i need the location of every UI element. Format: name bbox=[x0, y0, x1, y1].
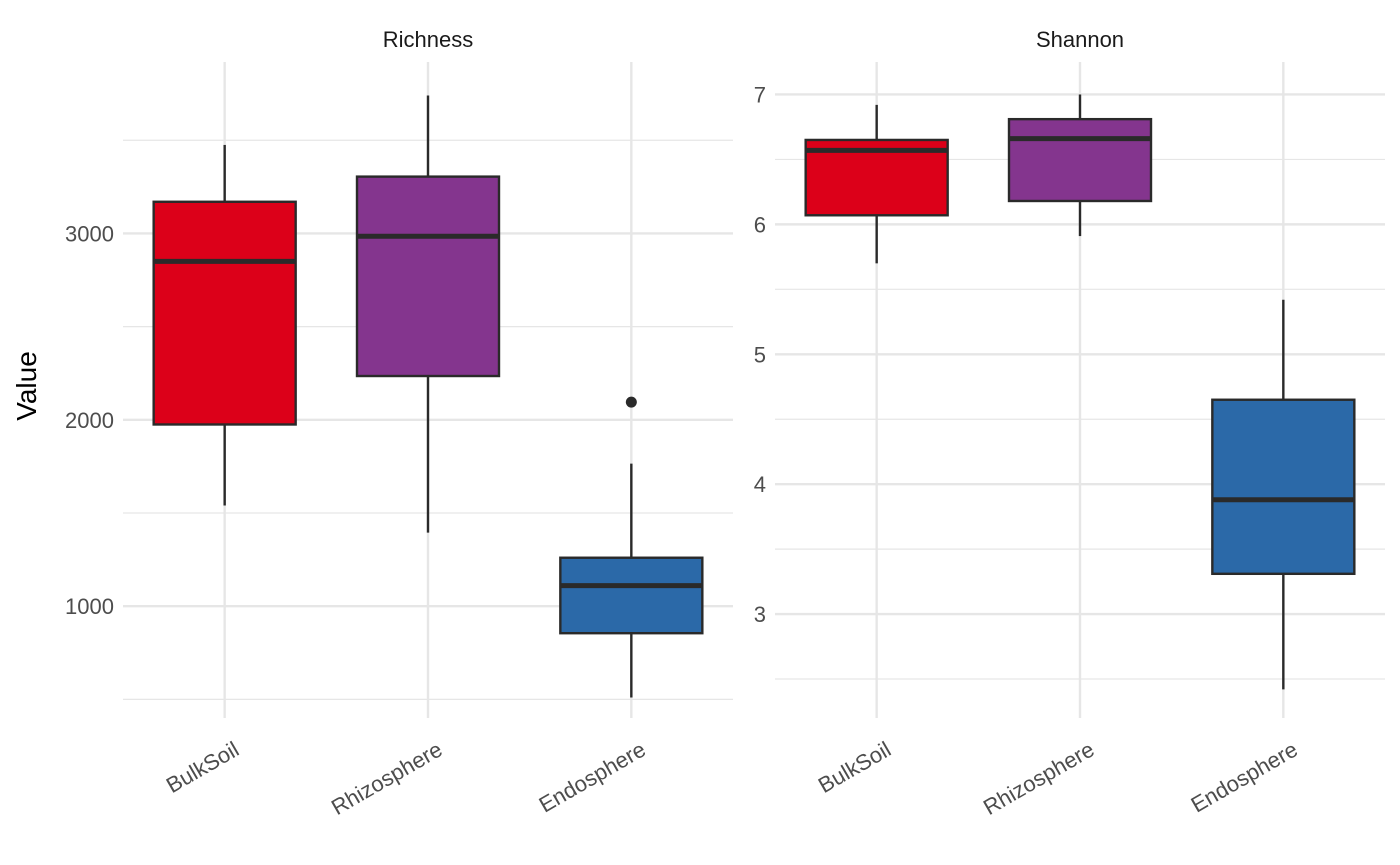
richness-rhizosphere-box bbox=[355, 95, 501, 533]
shannon-x-tick-label-bulksoil: BulkSoil bbox=[814, 737, 895, 798]
richness-x-tick-label-rhizosphere: Rhizosphere bbox=[327, 737, 446, 820]
shannon-panel: 3 4 5 6 7 BulkSoil Rhizosphere Endosphere Shanno… bbox=[754, 27, 1385, 820]
richness-panel-title: Richness bbox=[383, 27, 473, 52]
shannon-bulksoil-box bbox=[804, 104, 949, 264]
richness-bulksoil-box bbox=[152, 144, 297, 506]
shannon-y-tick-label: 7 bbox=[754, 82, 766, 107]
richness-endosphere-outlier-point bbox=[625, 396, 637, 408]
shannon-y-tick-label: 5 bbox=[754, 342, 766, 367]
richness-bulksoil-iqr-box bbox=[152, 200, 297, 426]
richness-y-tick-label: 2000 bbox=[65, 408, 114, 433]
shannon-x-tick-label-rhizosphere: Rhizosphere bbox=[979, 737, 1098, 820]
richness-y-tick-label: 1000 bbox=[65, 594, 114, 619]
richness-rhizosphere-iqr-box bbox=[355, 175, 501, 378]
shannon-rhizosphere-box bbox=[1007, 94, 1153, 237]
shannon-panel-title: Shannon bbox=[1036, 27, 1124, 52]
shannon-endosphere-box bbox=[1211, 299, 1356, 690]
richness-x-tick-label-endosphere: Endosphere bbox=[535, 737, 650, 818]
shannon-y-tick-label: 6 bbox=[754, 212, 766, 237]
richness-y-tick-label: 3000 bbox=[65, 221, 114, 246]
richness-x-tick-label-bulksoil: BulkSoil bbox=[162, 737, 243, 798]
shannon-rhizosphere-iqr-box bbox=[1007, 117, 1153, 203]
shannon-y-tick-label: 4 bbox=[754, 472, 766, 497]
shannon-x-tick-label-endosphere: Endosphere bbox=[1187, 737, 1302, 818]
y-axis-title: Value bbox=[11, 351, 42, 421]
richness-endosphere-box bbox=[559, 396, 704, 698]
shannon-endosphere-iqr-box bbox=[1211, 398, 1356, 576]
richness-panel: 1000 2000 3000 BulkSoil Rhizosphere Endospher… bbox=[65, 27, 733, 820]
richness-endosphere-iqr-box bbox=[559, 556, 704, 635]
shannon-y-tick-label: 3 bbox=[754, 602, 766, 627]
